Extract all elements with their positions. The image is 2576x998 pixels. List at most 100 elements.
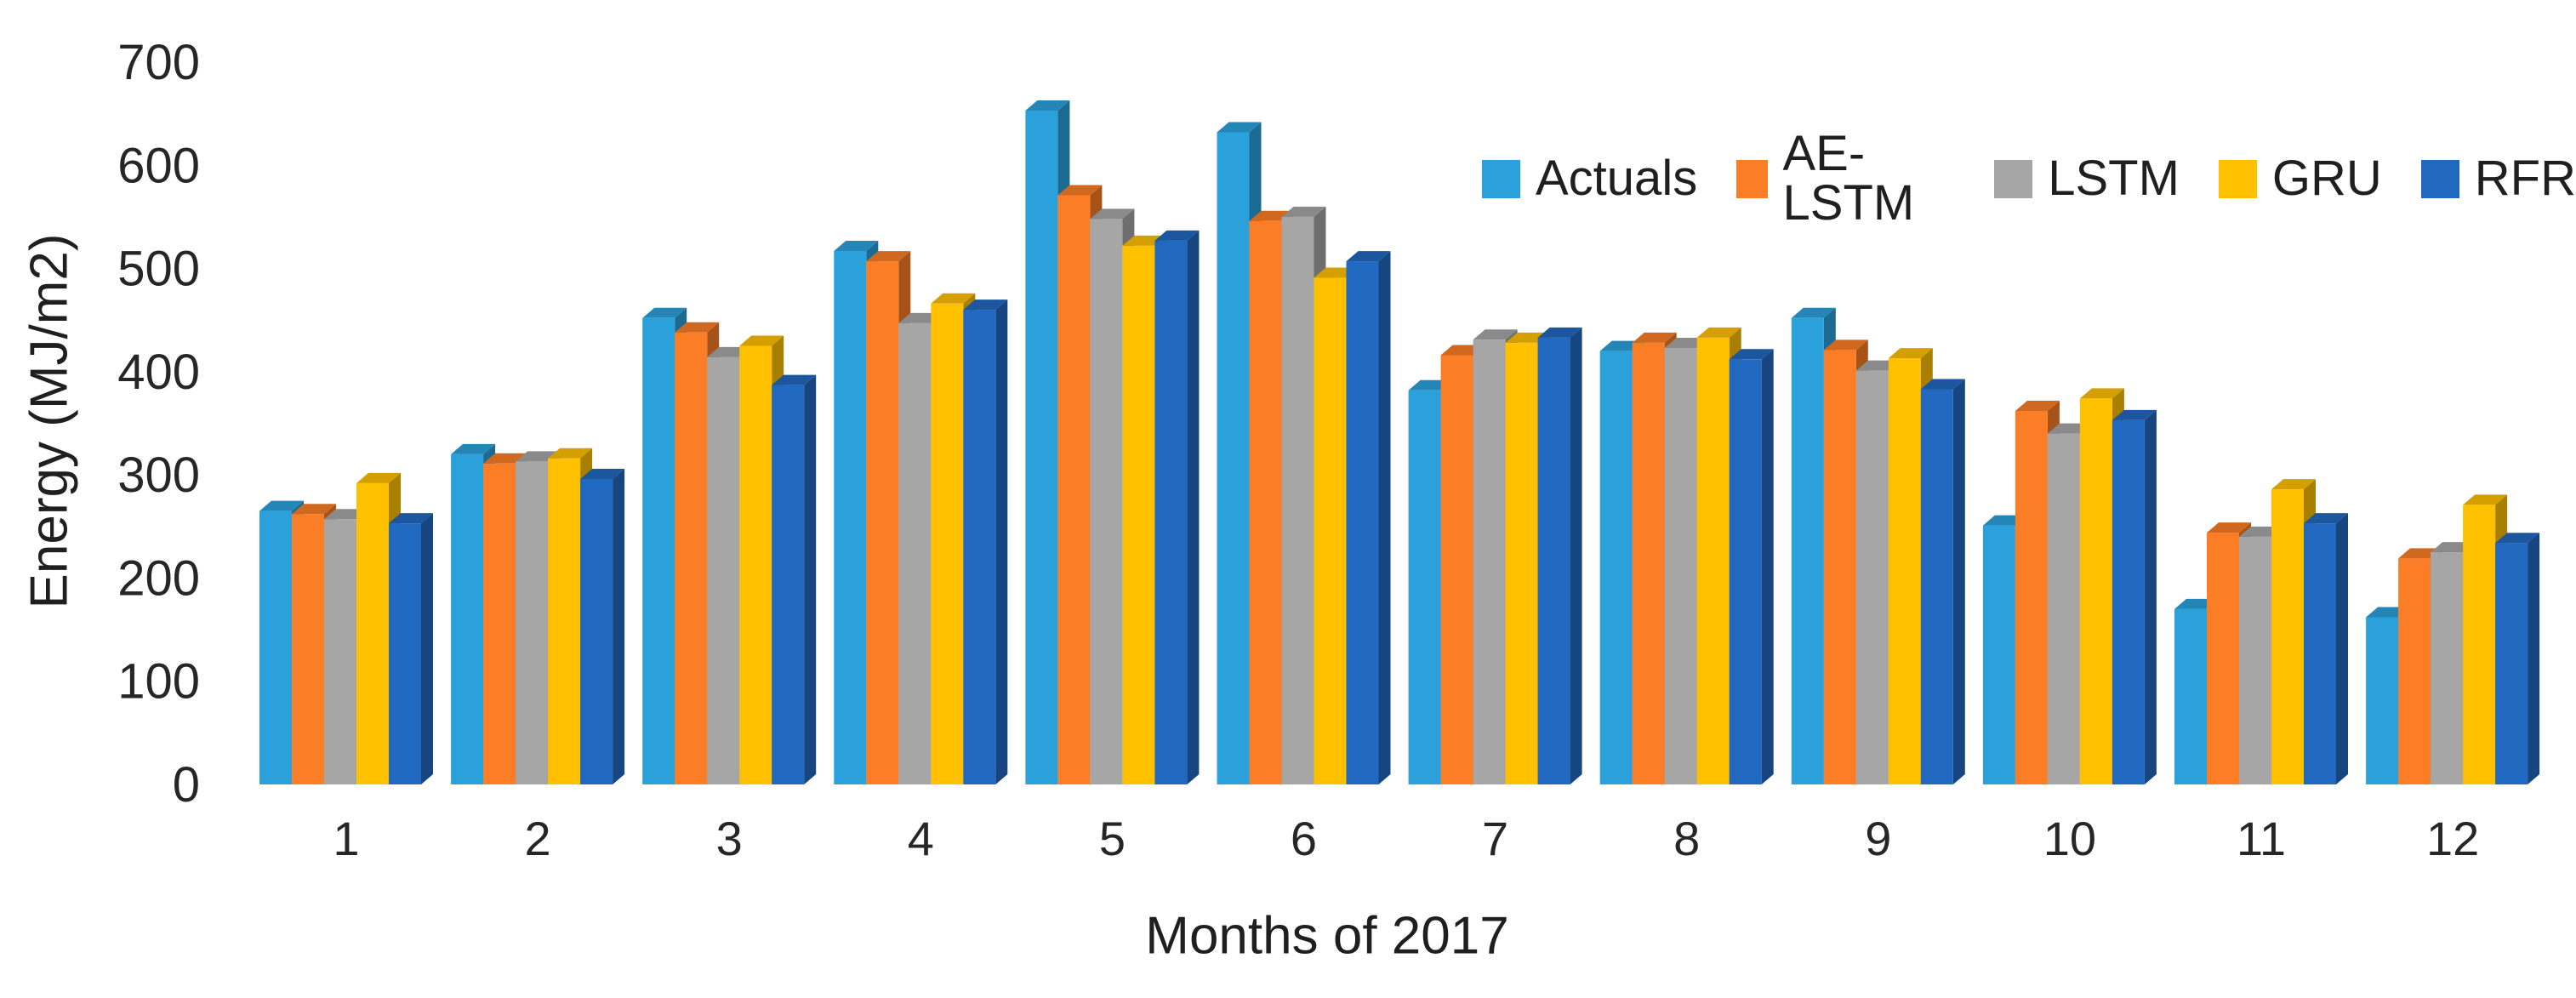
bar-side-face [421,513,433,784]
bar-top-face [1346,251,1391,262]
bar-rfr [1920,389,1953,784]
bar-top-face [2495,533,2540,544]
y-tick-label: 500 [117,242,200,297]
bar-lstm [1473,339,1506,785]
bar-top-face [963,299,1008,311]
bar-actuals [1599,351,1633,784]
legend-label: GRU [2271,151,2382,206]
chart-legend: Actuals AE-LSTM LSTM GRU RFR [1482,129,2576,228]
bar-top-face [2079,388,2124,399]
bar-ae-lstm [1823,350,1856,784]
x-tick-label: 9 [1865,812,1891,865]
y-tick-label: 200 [117,550,200,606]
bar-actuals [1025,111,1058,785]
bar-top-face [1025,100,1070,111]
bar-rfr [1537,337,1570,784]
bar-actuals [451,453,484,784]
x-tick-label: 12 [2426,812,2479,865]
x-tick-label: 4 [908,812,934,865]
bar-top-face [2271,479,2316,490]
bar-side-face [2528,533,2540,784]
bar-actuals [1408,390,1441,784]
bar-side-face [1187,230,1200,784]
bar-gru [1122,245,1155,785]
y-tick-label: 0 [173,757,200,813]
bar-side-face [1761,349,1774,784]
legend-label: LSTM [2048,151,2180,206]
y-tick-label: 700 [117,35,200,90]
bar-ae-lstm [1440,355,1473,784]
bar-top-face [1888,348,1933,359]
bar-ae-lstm [866,261,899,784]
y-tick-label: 400 [117,345,200,400]
bar-top-face [292,504,336,515]
bar-top-face [1791,307,1836,318]
bar-rfr [1154,240,1188,784]
bar-top-face [1823,339,1868,351]
legend-swatch-icon [2420,159,2459,198]
bar-top-face [1217,122,1262,133]
x-axis-title: Months of 2017 [1145,906,1509,966]
bar-ae-lstm [675,332,708,785]
x-tick-label: 8 [1673,812,1700,865]
bar-gru [2271,489,2304,784]
legend-label: Actuals [1536,151,1698,206]
x-tick-label: 2 [525,812,551,865]
bar-top-face [642,307,687,318]
x-tick-label: 6 [1291,812,1317,865]
bar-side-face [2144,409,2157,784]
y-tick-label: 300 [117,448,200,503]
bar-rfr [772,385,805,784]
bar-top-face [451,443,496,454]
bar-gru [1314,277,1347,784]
bar-lstm [1855,370,1889,784]
bar-ae-lstm [1057,195,1091,785]
bar-rfr [580,478,613,784]
bar-lstm [516,461,549,784]
bar-top-face [548,448,593,459]
bar-ae-lstm [2015,410,2048,784]
bar-ae-lstm [2398,558,2431,784]
bar-actuals [642,317,675,784]
legend-label: RFR [2474,151,2576,206]
bar-gru [931,303,964,784]
bar-top-face [1090,208,1135,220]
bar-top-face [2112,409,2157,420]
bar-top-face [739,335,784,346]
bar-top-face [2207,522,2251,533]
bar-lstm [898,322,932,784]
bar-rfr [2304,523,2336,784]
legend-swatch-icon [1994,159,2033,198]
bar-lstm [707,356,740,784]
bar-gru [1505,342,1538,784]
bar-ae-lstm [292,514,324,784]
bar-ae-lstm [1632,342,1665,784]
bar-ae-lstm [483,463,516,784]
legend-swatch-icon [1482,159,1520,198]
bar-top-face [1154,230,1200,241]
legend-item-ae-lstm: AE-LSTM [1736,129,1955,228]
bar-gru [356,482,389,784]
bar-lstm [1090,219,1123,785]
bar-actuals [1217,132,1250,784]
bar-top-face [259,500,304,511]
bar-top-face [1281,206,1326,217]
bar-side-face [995,299,1008,785]
bar-rfr [389,523,421,784]
bar-side-face [613,468,625,784]
bar-rfr [1729,359,1762,784]
bar-top-face [1632,332,1677,343]
bar-top-face [931,293,976,304]
bar-ae-lstm [1249,220,1282,784]
bar-rfr [1346,261,1379,784]
bar-top-face [1057,185,1103,196]
bar-actuals [2366,617,2399,784]
bar-top-face [2463,494,2508,505]
bar-top-face [772,374,817,385]
bar-ae-lstm [2207,533,2239,784]
bar-gru [2079,398,2112,784]
x-tick-label: 5 [1099,812,1126,865]
bar-actuals [834,250,867,784]
